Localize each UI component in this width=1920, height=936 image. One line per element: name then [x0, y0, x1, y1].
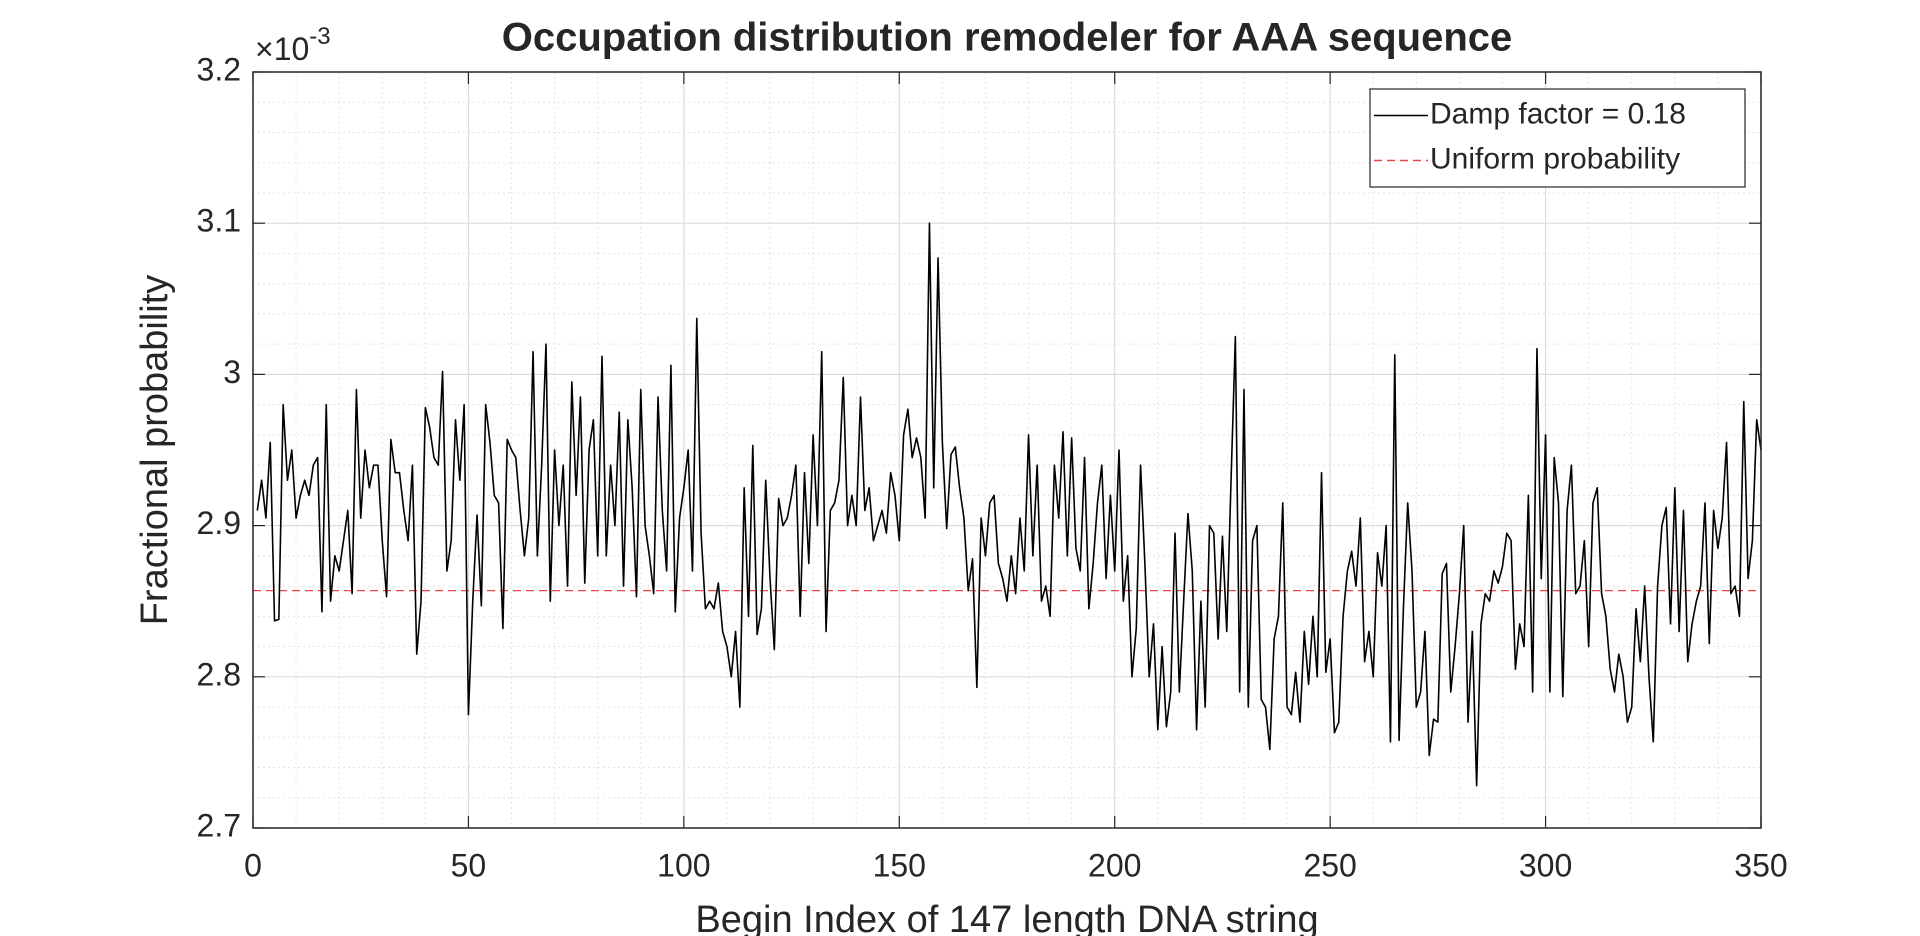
legend-box	[1369, 88, 1746, 188]
y-tick-label: 2.8	[197, 656, 241, 692]
y-tick-label: 2.7	[197, 807, 241, 843]
y-scale-base: ×10	[255, 31, 309, 67]
y-tick-label: 3.2	[197, 51, 241, 87]
x-axis-label: Begin Index of 147 length DNA string	[695, 899, 1318, 936]
x-tick-label: 50	[451, 847, 487, 883]
x-tick-label: 100	[657, 847, 710, 883]
x-tick-label: 200	[1088, 847, 1141, 883]
legend: Damp factor = 0.18 Uniform probability	[1369, 88, 1746, 188]
x-tick-label: 300	[1519, 847, 1572, 883]
x-tick-label: 150	[873, 847, 926, 883]
y-axis-label: Fractional probability	[134, 275, 176, 626]
legend-label: Uniform probability	[1430, 142, 1680, 175]
chart-title: Occupation distribution remodeler for AA…	[502, 16, 1513, 60]
x-tick-label: 0	[244, 847, 262, 883]
legend-label: Damp factor = 0.18	[1430, 97, 1686, 130]
y-tick-label: 2.9	[197, 505, 241, 541]
x-tick-label: 250	[1303, 847, 1356, 883]
y-tick-label: 3	[223, 354, 241, 390]
data-line	[256, 222, 1762, 787]
y-scale-power: -3	[309, 23, 330, 50]
y-scale-label: ×10-3	[255, 23, 331, 67]
plot-frame	[252, 71, 1762, 829]
x-tick-label: 350	[1734, 847, 1787, 883]
y-tick-label: 3.1	[197, 203, 241, 239]
